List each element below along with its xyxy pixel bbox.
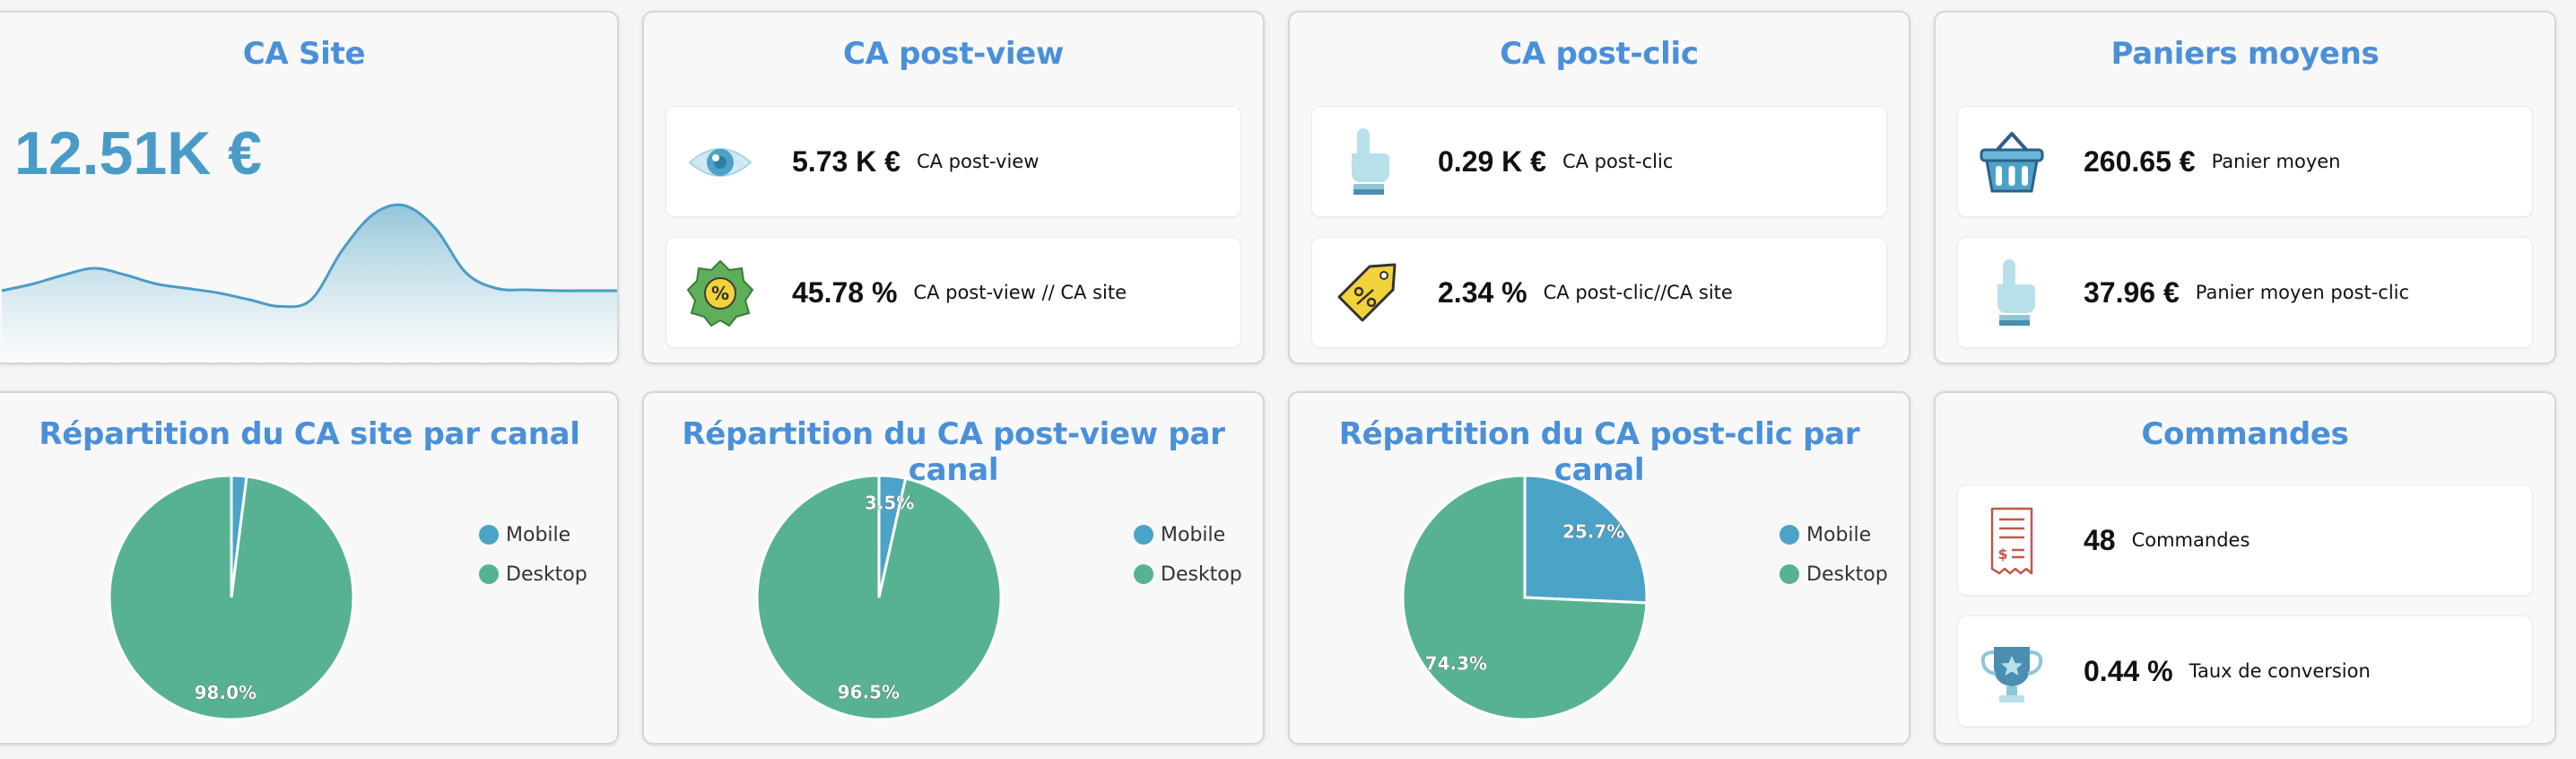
legend-label: Mobile bbox=[1806, 523, 1872, 546]
pie-site-chart: 98.0% bbox=[108, 474, 355, 721]
sparkline-line bbox=[1, 203, 617, 309]
receipt-icon: $ bbox=[1976, 505, 2048, 577]
ca-postview-title: CA post-view bbox=[842, 36, 1065, 72]
kpi-ca-postclic-ratio: 2.34 % CA post-clic//CA site bbox=[1311, 237, 1887, 348]
kpi-ca-postview: 5.73 K € CA post-view bbox=[666, 106, 1241, 217]
ca-site-title: CA Site bbox=[242, 36, 366, 72]
legend-label: Mobile bbox=[506, 523, 571, 546]
legend-item-desktop[interactable]: Desktop bbox=[479, 554, 587, 594]
pie-postclic-title: Répartition du CA post-clic par canal bbox=[1338, 416, 1860, 488]
legend-dot-desktop bbox=[479, 564, 499, 584]
legend-label: Desktop bbox=[1161, 563, 1242, 586]
legend-item-mobile[interactable]: Mobile bbox=[479, 515, 587, 554]
basket-icon bbox=[1976, 126, 2048, 198]
kpi-value: 0.29 K € bbox=[1438, 144, 1546, 178]
svg-text:%: % bbox=[711, 283, 729, 304]
pie-slice-desktop[interactable] bbox=[755, 474, 1003, 721]
pie-postclic-legend: Mobile Desktop bbox=[1780, 515, 1888, 594]
kpi-ca-postview-ratio: % 45.78 % CA post-view // CA site bbox=[666, 237, 1241, 348]
percent-tag-icon bbox=[1330, 257, 1402, 329]
pie-data-label: 96.5% bbox=[838, 681, 900, 702]
kpi-label: Panier moyen post-clic bbox=[2195, 282, 2410, 303]
kpi-value: 0.44 % bbox=[2084, 654, 2173, 687]
eye-icon bbox=[684, 126, 756, 198]
kpi-value: 2.34 % bbox=[1438, 275, 1527, 309]
pointer-hand-icon bbox=[1976, 257, 2048, 329]
ca-site-card: CA Site 12.51K € bbox=[0, 11, 619, 364]
legend-item-mobile[interactable]: Mobile bbox=[1134, 515, 1242, 554]
pie-slice-desktop[interactable] bbox=[108, 474, 355, 721]
kpi-label: Panier moyen bbox=[2211, 151, 2341, 172]
ca-postclic-title: CA post-clic bbox=[1500, 36, 1699, 72]
pie-postview-legend: Mobile Desktop bbox=[1134, 515, 1242, 594]
kpi-label: Commandes bbox=[2131, 529, 2250, 551]
pointer-hand-icon bbox=[1330, 126, 1402, 198]
legend-label: Mobile bbox=[1161, 523, 1226, 546]
kpi-label: CA post-clic//CA site bbox=[1543, 282, 1733, 303]
pie-data-label: 74.3% bbox=[1425, 652, 1487, 674]
legend-dot-desktop bbox=[1134, 564, 1153, 584]
kpi-value: 37.96 € bbox=[2084, 275, 2180, 309]
legend-dot-mobile bbox=[1134, 525, 1153, 545]
svg-text:$: $ bbox=[1997, 545, 2007, 563]
kpi-label: CA post-view // CA site bbox=[913, 282, 1127, 303]
commandes-title: Commandes bbox=[2141, 416, 2349, 452]
pie-data-label: 98.0% bbox=[195, 682, 257, 703]
kpi-ca-postclic: 0.29 K € CA post-clic bbox=[1311, 106, 1887, 217]
pie-site-title: Répartition du CA site par canal bbox=[39, 416, 580, 452]
ca-site-sparkline bbox=[1, 203, 617, 362]
kpi-panier-moyen-postclic: 37.96 € Panier moyen post-clic bbox=[1957, 237, 2533, 348]
kpi-value: 5.73 K € bbox=[792, 144, 901, 178]
pie-postclic-chart: 25.7% 74.3% bbox=[1401, 474, 1649, 721]
paniers-title: Paniers moyens bbox=[2110, 36, 2380, 72]
kpi-label: CA post-view bbox=[916, 151, 1040, 172]
kpi-value: 260.65 € bbox=[2084, 144, 2196, 178]
kpi-label: CA post-clic bbox=[1562, 151, 1674, 172]
pie-postview-chart: 3.5% 96.5% bbox=[755, 474, 1003, 721]
ca-postview-card: CA post-view 5.73 K € CA post-view % 45.… bbox=[642, 11, 1265, 364]
paniers-card: Paniers moyens 260.65 € Panier moyen bbox=[1934, 11, 2556, 364]
kpi-commandes: $ 48 Commandes bbox=[1957, 484, 2533, 596]
sparkline-area bbox=[2, 205, 617, 362]
ca-postclic-card: CA post-clic 0.29 K € CA post-clic bbox=[1288, 11, 1910, 364]
legend-item-desktop[interactable]: Desktop bbox=[1134, 554, 1242, 594]
pie-site-legend: Mobile Desktop bbox=[479, 515, 587, 594]
pie-postclic-card: Répartition du CA post-clic par canal 25… bbox=[1288, 391, 1910, 745]
legend-dot-mobile bbox=[1780, 525, 1799, 545]
percent-badge-icon: % bbox=[684, 257, 756, 329]
kpi-value: 48 bbox=[2084, 523, 2116, 556]
pie-slice-mobile[interactable] bbox=[1523, 474, 1649, 605]
kpi-taux-conversion: 0.44 % Taux de conversion bbox=[1957, 615, 2533, 727]
pie-site-card: Répartition du CA site par canal 98.0% M… bbox=[0, 391, 619, 745]
kpi-label: Taux de conversion bbox=[2189, 660, 2371, 682]
legend-item-desktop[interactable]: Desktop bbox=[1780, 554, 1888, 594]
pie-data-label: 25.7% bbox=[1562, 521, 1624, 543]
legend-item-mobile[interactable]: Mobile bbox=[1780, 515, 1888, 554]
legend-label: Desktop bbox=[1806, 563, 1888, 586]
legend-dot-desktop bbox=[1780, 564, 1799, 584]
pie-data-label: 3.5% bbox=[865, 493, 914, 514]
commandes-card: Commandes $ 48 Commandes bbox=[1934, 391, 2556, 745]
legend-dot-mobile bbox=[479, 525, 499, 545]
ca-site-value: 12.51K € bbox=[14, 119, 262, 188]
legend-label: Desktop bbox=[506, 563, 587, 586]
pie-slice-desktop[interactable] bbox=[1401, 474, 1649, 721]
pie-postview-card: Répartition du CA post-view par canal 3.… bbox=[642, 391, 1265, 745]
kpi-panier-moyen: 260.65 € Panier moyen bbox=[1957, 106, 2533, 217]
trophy-icon bbox=[1976, 636, 2048, 708]
kpi-value: 45.78 % bbox=[792, 275, 898, 309]
pie-postview-title: Répartition du CA post-view par canal bbox=[682, 416, 1225, 488]
